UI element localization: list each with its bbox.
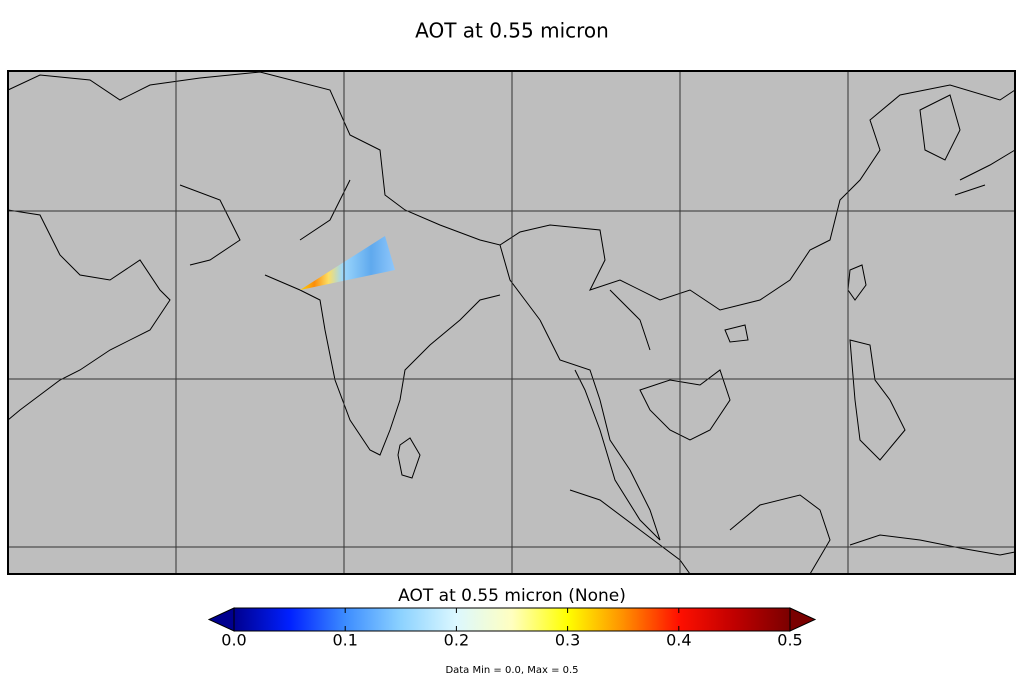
colorbar-tick-label: 0.2 [444, 631, 469, 650]
coastline [729, 494, 831, 575]
colorbar-label: AOT at 0.55 micron (None) [398, 586, 626, 606]
coastline [264, 274, 501, 456]
coastline [7, 209, 171, 421]
coastlines [7, 71, 1016, 575]
data-range-note: Data Min = 0.0, Max = 0.5 [445, 665, 578, 676]
coastline [724, 324, 749, 343]
colorbar-extend-high [789, 607, 817, 632]
coastline [849, 339, 906, 461]
coastline [397, 437, 421, 479]
coastline [7, 71, 1016, 311]
title: AOT at 0.55 micron [415, 19, 609, 43]
coastline [569, 489, 691, 575]
colorbar: 0.0 0.1 0.2 0.3 0.4 0.5 [207, 607, 817, 650]
colorbar-tick-label: 0.1 [332, 631, 357, 650]
colorbar-extend-low [207, 607, 235, 632]
coastline [639, 369, 731, 441]
border [179, 179, 651, 351]
colorbar-tick-label: 0.5 [777, 631, 802, 650]
coastline [954, 149, 1016, 196]
colorbar-tick-label: 0.3 [555, 631, 580, 650]
colorbar-bar [233, 607, 791, 632]
aot-swath [300, 236, 395, 290]
map [7, 70, 1016, 575]
coastline [919, 94, 961, 161]
colorbar-tick-label: 0.0 [221, 631, 246, 650]
coastline [849, 534, 1016, 556]
grid [8, 71, 1015, 574]
map-frame [7, 70, 1016, 575]
coastline [539, 319, 661, 541]
colorbar-tick-label: 0.4 [666, 631, 691, 650]
